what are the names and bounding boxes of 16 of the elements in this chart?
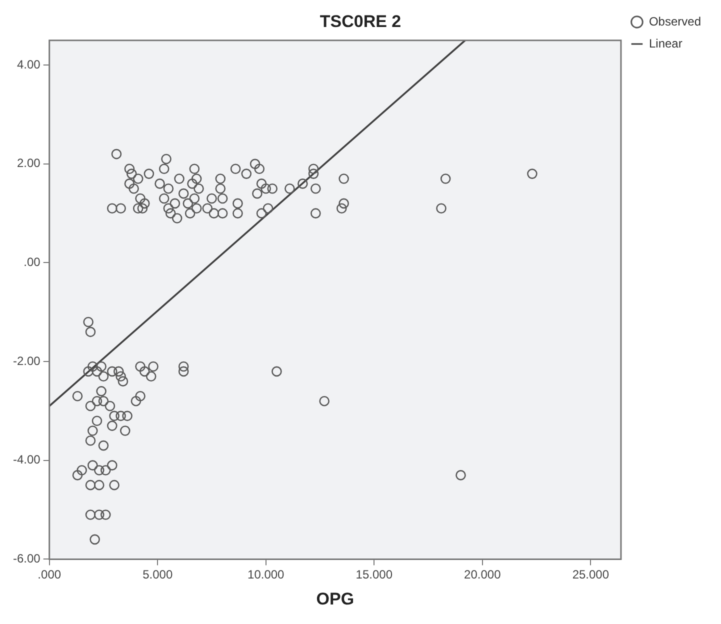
- y-tick-label: 4.00: [16, 57, 41, 72]
- y-tick-label: -2.00: [12, 354, 41, 368]
- legend-label: Observed: [648, 14, 702, 28]
- x-axis-title: OPG: [316, 589, 354, 608]
- y-tick-label: .00: [24, 255, 41, 270]
- y-tick-label: -6.00: [12, 552, 41, 566]
- x-tick-label: 15.000: [356, 568, 393, 582]
- y-tick-label: 2.00: [16, 156, 41, 170]
- x-tick-label: .000: [38, 568, 62, 582]
- legend-label: Linear: [648, 36, 682, 50]
- x-tick-label: 5.000: [142, 568, 173, 582]
- x-tick-label: 20.000: [464, 568, 502, 582]
- chart-title: TSC0RE 2: [320, 12, 402, 31]
- x-tick-label: 25.000: [572, 568, 610, 582]
- y-tick-label: -4.00: [12, 452, 41, 467]
- x-tick-label: 10.000: [248, 568, 285, 582]
